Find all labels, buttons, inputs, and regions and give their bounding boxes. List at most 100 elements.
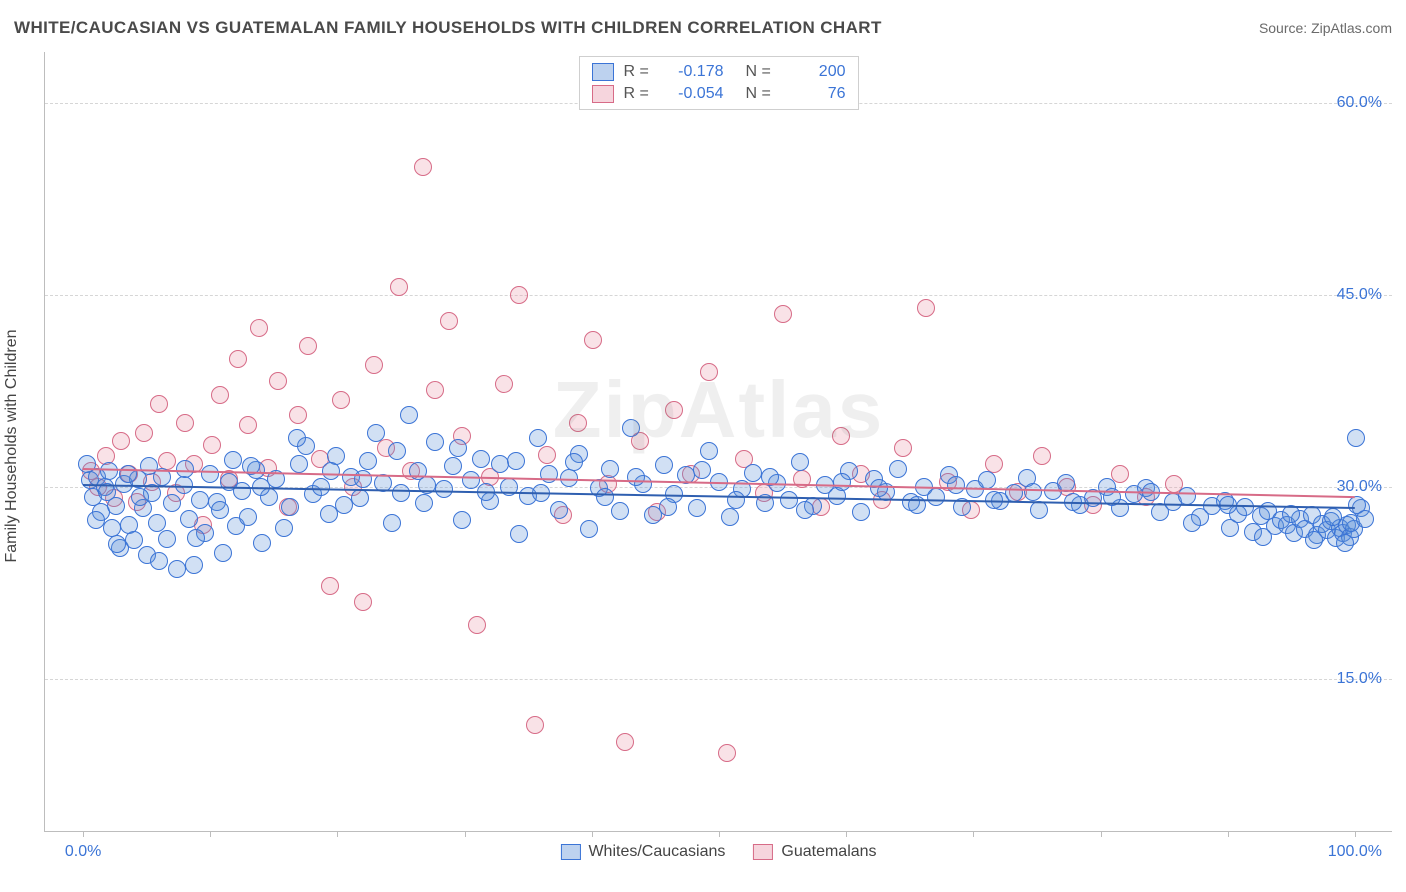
- scatter-point: [449, 439, 467, 457]
- scatter-point: [332, 391, 350, 409]
- y-tick-label: 45.0%: [1337, 286, 1382, 304]
- scatter-point: [201, 465, 219, 483]
- legend-n-label: N =: [746, 63, 776, 81]
- scatter-point: [744, 464, 762, 482]
- scatter-point: [322, 462, 340, 480]
- scatter-point: [281, 498, 299, 516]
- scatter-point: [596, 488, 614, 506]
- scatter-point: [510, 525, 528, 543]
- scatter-point: [135, 424, 153, 442]
- source-prefix: Source:: [1259, 20, 1311, 36]
- scatter-point: [774, 305, 792, 323]
- scatter-point: [507, 452, 525, 470]
- legend-swatch: [753, 844, 773, 860]
- scatter-point: [700, 442, 718, 460]
- series-legend: Whites/CaucasiansGuatemalans: [560, 843, 876, 861]
- scatter-point: [791, 453, 809, 471]
- x-tick-mark: [973, 831, 974, 837]
- source-link[interactable]: ZipAtlas.com: [1311, 20, 1392, 36]
- scatter-point: [718, 744, 736, 762]
- scatter-point: [510, 286, 528, 304]
- scatter-point: [616, 733, 634, 751]
- scatter-point: [351, 489, 369, 507]
- scatter-point: [659, 498, 677, 516]
- scatter-point: [275, 519, 293, 537]
- legend-row: R =-0.178N =200: [592, 61, 846, 83]
- x-tick-mark: [719, 831, 720, 837]
- scatter-point: [388, 442, 406, 460]
- scatter-point: [112, 432, 130, 450]
- scatter-point: [889, 460, 907, 478]
- scatter-point: [211, 386, 229, 404]
- scatter-point: [1024, 483, 1042, 501]
- scatter-point: [453, 511, 471, 529]
- scatter-point: [978, 471, 996, 489]
- scatter-point: [526, 716, 544, 734]
- scatter-point: [569, 414, 587, 432]
- scatter-point: [833, 473, 851, 491]
- scatter-point: [622, 419, 640, 437]
- legend-n-label: N =: [746, 85, 776, 103]
- scatter-point: [203, 436, 221, 454]
- scatter-point: [1254, 528, 1272, 546]
- scatter-point: [390, 278, 408, 296]
- scatter-point: [985, 455, 1003, 473]
- legend-series-name: Guatemalans: [781, 843, 876, 861]
- legend-n-value: 200: [786, 63, 846, 81]
- scatter-point: [665, 401, 683, 419]
- scatter-point: [288, 429, 306, 447]
- scatter-point: [239, 508, 257, 526]
- scatter-point: [392, 484, 410, 502]
- scatter-point: [148, 514, 166, 532]
- scatter-point: [150, 395, 168, 413]
- source-credit: Source: ZipAtlas.com: [1259, 20, 1392, 36]
- scatter-point: [927, 488, 945, 506]
- scatter-point: [335, 496, 353, 514]
- scatter-point: [163, 494, 181, 512]
- scatter-point: [426, 381, 444, 399]
- scatter-point: [495, 375, 513, 393]
- scatter-point: [214, 544, 232, 562]
- x-tick-label: 0.0%: [65, 843, 101, 861]
- scatter-point: [894, 439, 912, 457]
- y-axis-label: Family Households with Children: [3, 330, 21, 563]
- scatter-point: [414, 158, 432, 176]
- scatter-point: [100, 462, 118, 480]
- scatter-point: [158, 530, 176, 548]
- scatter-point: [435, 480, 453, 498]
- scatter-point: [700, 363, 718, 381]
- scatter-point: [1178, 487, 1196, 505]
- scatter-point: [187, 529, 205, 547]
- scatter-point: [269, 372, 287, 390]
- scatter-point: [211, 501, 229, 519]
- legend-swatch: [592, 63, 614, 81]
- scatter-point: [627, 468, 645, 486]
- scatter-point: [1033, 447, 1051, 465]
- scatter-point: [655, 456, 673, 474]
- scatter-point: [852, 503, 870, 521]
- scatter-point: [1030, 501, 1048, 519]
- legend-r-value: -0.054: [664, 85, 724, 103]
- scatter-point: [87, 511, 105, 529]
- scatter-point: [917, 299, 935, 317]
- scatter-point: [150, 552, 168, 570]
- scatter-point: [103, 519, 121, 537]
- x-tick-mark: [83, 831, 84, 837]
- scatter-point: [832, 427, 850, 445]
- scatter-point: [367, 424, 385, 442]
- legend-swatch: [592, 85, 614, 103]
- scatter-point: [359, 452, 377, 470]
- scatter-plot-area: ZipAtlas R =-0.178N =200R =-0.054N =76 W…: [44, 52, 1392, 832]
- scatter-point: [1183, 514, 1201, 532]
- scatter-point: [688, 499, 706, 517]
- scatter-point: [289, 406, 307, 424]
- grid-line: [45, 295, 1392, 296]
- scatter-point: [400, 406, 418, 424]
- scatter-point: [119, 465, 137, 483]
- legend-r-value: -0.178: [664, 63, 724, 81]
- scatter-point: [229, 350, 247, 368]
- scatter-point: [565, 453, 583, 471]
- x-tick-mark: [210, 831, 211, 837]
- scatter-point: [529, 429, 547, 447]
- scatter-point: [472, 450, 490, 468]
